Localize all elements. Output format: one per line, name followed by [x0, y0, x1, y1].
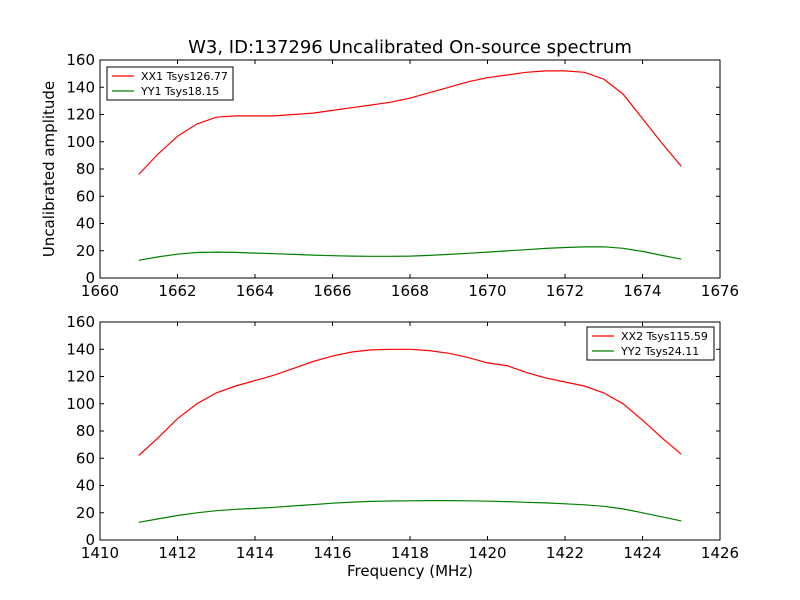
- x-tick-label: 1662: [158, 282, 196, 300]
- y-tick-label: 60: [76, 449, 95, 467]
- legend: XX1 Tsys126.77 YY1 Tsys18.15: [106, 66, 234, 101]
- y-tick-label: 160: [66, 313, 95, 331]
- y-tick-label: 0: [85, 269, 95, 287]
- x-tick-label: 1668: [391, 282, 429, 300]
- y-tick-label: 20: [76, 242, 95, 260]
- x-tick-label: 1426: [701, 544, 739, 562]
- bottom-panel: 1410 1412 1414 1416 1418 1420 1422 1424 1426 0 20 4…: [66, 313, 739, 580]
- series-line-yy2: [138, 500, 682, 523]
- x-tick-label: 1420: [468, 544, 506, 562]
- series-line-xx2: [138, 348, 682, 456]
- legend-box: [106, 66, 234, 101]
- x-tick-label: 1416: [313, 544, 351, 562]
- x-tick-label: 1660: [81, 282, 119, 300]
- figure-title: W3, ID:137296 Uncalibrated On-source spe…: [188, 37, 632, 58]
- y-tick-label: 20: [76, 504, 95, 522]
- x-tick-label: 1412: [158, 544, 196, 562]
- x-tick-label: 1424: [623, 544, 661, 562]
- x-tick-label: 1674: [623, 282, 661, 300]
- y-tick-label: 140: [66, 78, 95, 96]
- legend-entry: YY2 Tsys24.11: [620, 345, 699, 358]
- y-axis-label: Uncalibrated amplitude: [40, 81, 58, 257]
- x-tick-label: 1664: [236, 282, 274, 300]
- x-tick-label: 1422: [546, 544, 584, 562]
- y-tick-label: 80: [76, 422, 95, 440]
- x-tick-label: 1410: [81, 544, 119, 562]
- y-tick-label: 120: [66, 106, 95, 124]
- y-tick-label: 120: [66, 368, 95, 386]
- y-tick-label: 40: [76, 215, 95, 233]
- y-tick-label: 160: [66, 51, 95, 69]
- y-tick-label: 0: [85, 531, 95, 549]
- x-tick-label: 1676: [701, 282, 739, 300]
- y-tick-label: 140: [66, 340, 95, 358]
- top-panel: 1660 1662 1664 1666 1668 1670 1672 1674 1676 0 20 4…: [40, 51, 739, 300]
- series-line-xx1: [138, 70, 682, 175]
- y-tick-label: 100: [66, 395, 95, 413]
- x-tick-label: 1414: [236, 544, 274, 562]
- x-axis-label: Frequency (MHz): [347, 562, 473, 580]
- x-tick-label: 1666: [313, 282, 351, 300]
- y-tick-label: 100: [66, 133, 95, 151]
- legend-box: [586, 326, 715, 361]
- y-tick-label: 80: [76, 160, 95, 178]
- legend-entry: YY1 Tsys18.15: [140, 85, 219, 98]
- y-tick-label: 60: [76, 187, 95, 205]
- x-tick-label: 1418: [391, 544, 429, 562]
- x-tick-label: 1672: [546, 282, 584, 300]
- y-tick-label: 40: [76, 477, 95, 495]
- legend-entry: XX1 Tsys126.77: [141, 70, 228, 83]
- legend: XX2 Tsys115.59 YY2 Tsys24.11: [586, 326, 715, 361]
- legend-entry: XX2 Tsys115.59: [621, 330, 708, 343]
- x-tick-label: 1670: [468, 282, 506, 300]
- series-line-yy1: [138, 246, 682, 261]
